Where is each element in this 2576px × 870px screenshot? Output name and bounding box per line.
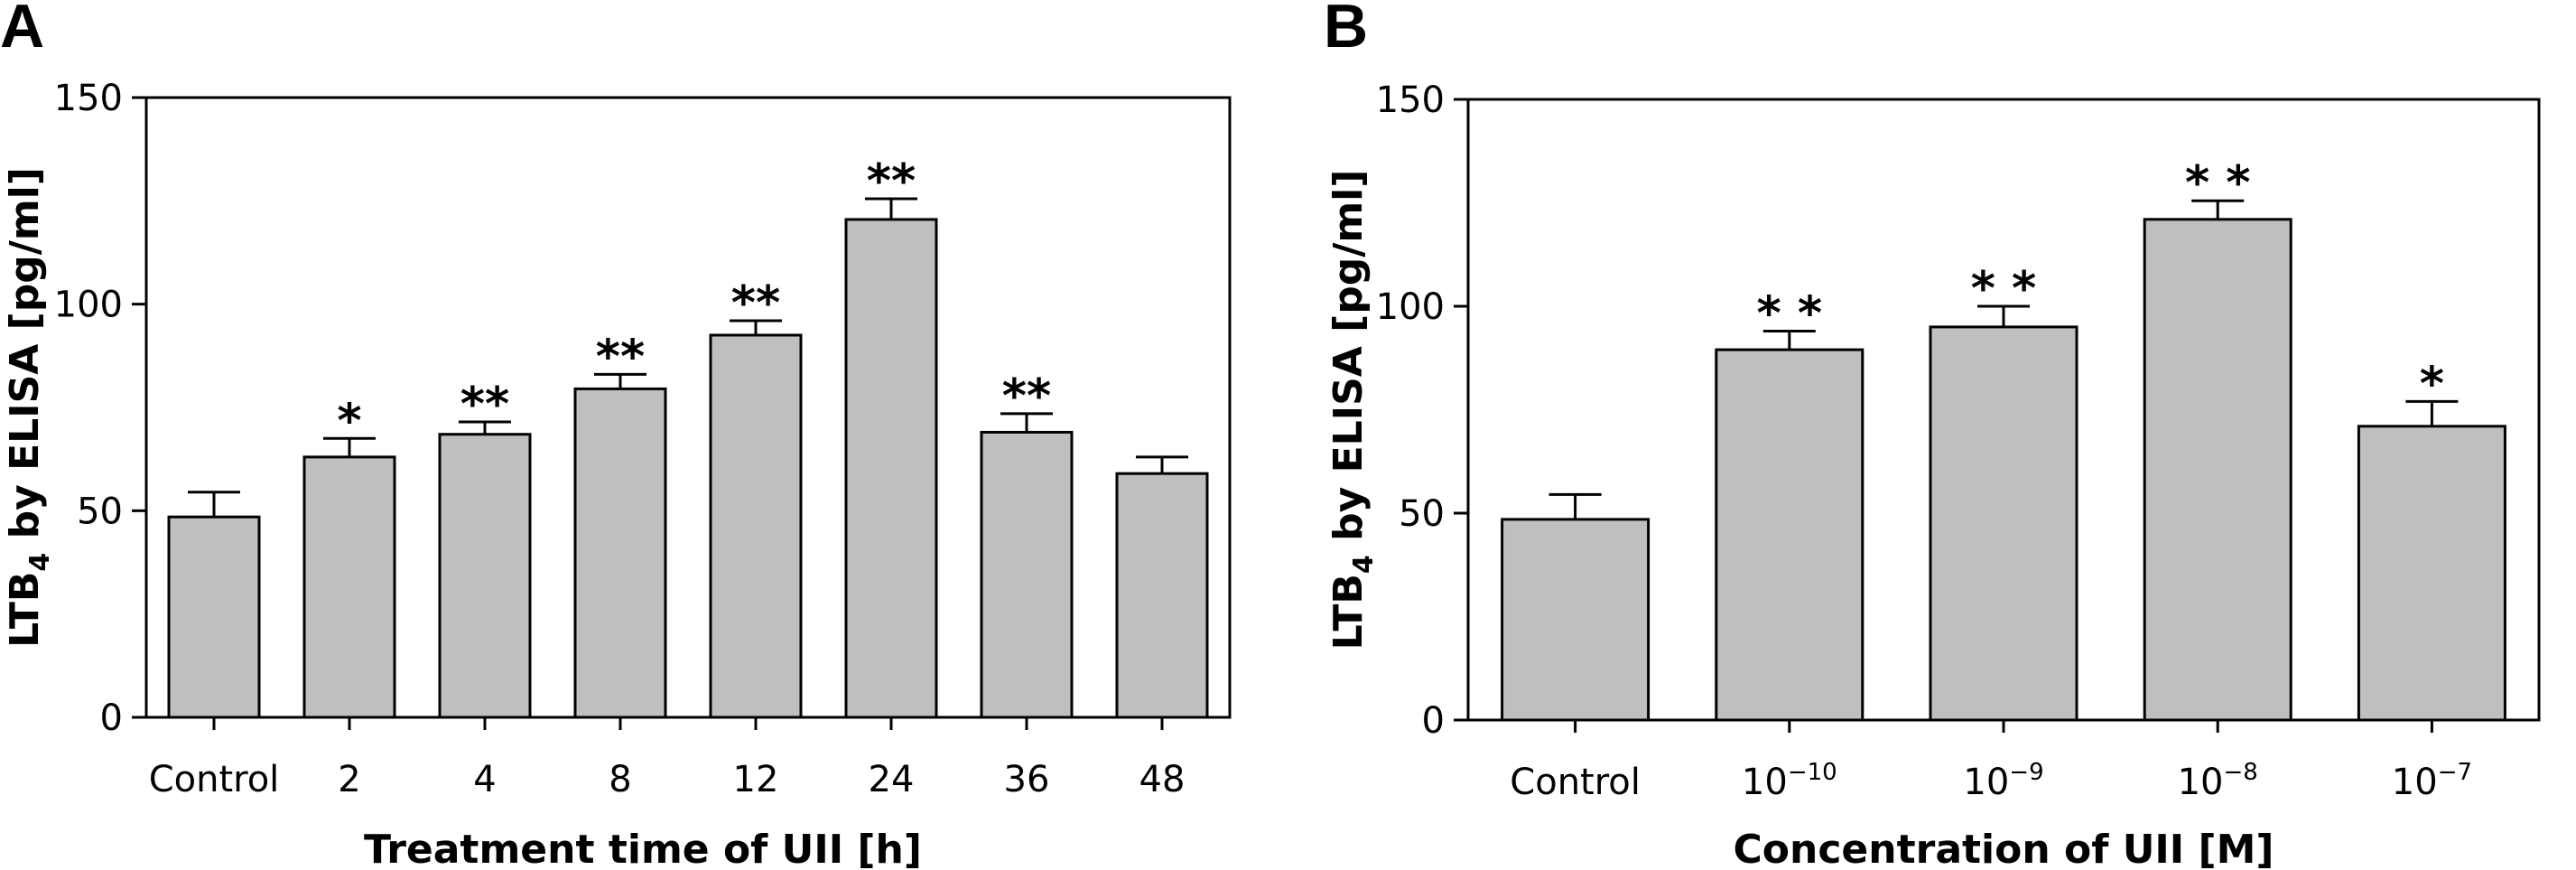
x-tick-label: 24 bbox=[869, 759, 915, 800]
y-tick-label: 0 bbox=[1422, 700, 1445, 742]
significance-marker: ** bbox=[867, 154, 916, 209]
y-axis-title-rest: by ELISA [pg/ml] bbox=[1325, 170, 1372, 556]
x-tick-exponent: −8 bbox=[2223, 759, 2257, 786]
y-axis-title-subscript: 4 bbox=[24, 553, 56, 572]
y-axis-title: LTB4 by ELISA [pg/ml] bbox=[2, 167, 56, 648]
y-axis-title-main: LTB bbox=[1325, 574, 1372, 650]
x-tick-base: 10 bbox=[1963, 762, 2009, 803]
x-tick-label: 10−10 bbox=[1742, 759, 1837, 803]
significance-marker: * * bbox=[1757, 286, 1823, 341]
x-tick-label: 10−9 bbox=[1963, 759, 2043, 803]
x-tick-label: 10−8 bbox=[2178, 759, 2258, 803]
bar bbox=[2357, 425, 2506, 722]
x-tick-label: 10−7 bbox=[2392, 759, 2472, 803]
bar bbox=[980, 430, 1074, 719]
bar bbox=[1929, 325, 2078, 722]
panel-a-letter: A bbox=[0, 0, 44, 61]
x-tick-base: 10 bbox=[1742, 762, 1788, 803]
y-tick-label: 150 bbox=[1376, 80, 1445, 121]
x-tick-base: Control bbox=[1510, 762, 1641, 803]
significance-marker: * * bbox=[1971, 262, 2037, 316]
significance-marker: * * bbox=[2185, 156, 2251, 210]
bar bbox=[438, 433, 532, 719]
x-tick-exponent: −7 bbox=[2438, 759, 2472, 786]
x-axis-title: Concentration of UII [M] bbox=[1734, 827, 2274, 870]
bar bbox=[302, 455, 396, 719]
x-tick-label: 2 bbox=[338, 759, 360, 800]
y-tick-label: 50 bbox=[77, 491, 123, 532]
bar bbox=[167, 515, 261, 719]
y-tick-label: 100 bbox=[1376, 286, 1445, 328]
x-tick-exponent: −9 bbox=[2009, 759, 2043, 786]
bar bbox=[2143, 218, 2292, 722]
bar bbox=[844, 218, 938, 719]
x-tick-label: 12 bbox=[733, 759, 779, 800]
bar bbox=[1715, 348, 1865, 722]
x-axis-title: Treatment time of UII [h] bbox=[364, 827, 922, 870]
x-tick-exponent: −10 bbox=[1788, 759, 1837, 786]
y-tick-label: 150 bbox=[54, 78, 123, 119]
y-axis-title-main: LTB bbox=[2, 572, 48, 648]
significance-marker: ** bbox=[596, 330, 645, 384]
panel-b-letter: B bbox=[1324, 0, 1368, 61]
x-tick-label: 4 bbox=[473, 759, 496, 800]
bar bbox=[1115, 472, 1209, 719]
significance-marker: ** bbox=[731, 276, 780, 331]
y-tick-label: 0 bbox=[100, 697, 123, 739]
significance-marker: ** bbox=[460, 378, 509, 432]
y-tick-label: 100 bbox=[54, 285, 123, 326]
y-axis-title-rest: by ELISA [pg/ml] bbox=[2, 167, 48, 553]
y-axis-title-subscript: 4 bbox=[1348, 555, 1380, 574]
panel-a-chart: A 0 50 100 150 Control * 2 ** 4 ** 8 ** 12 ** 24 ** 36 48… bbox=[0, 0, 1232, 870]
bar bbox=[709, 333, 803, 719]
plot-frame bbox=[144, 96, 1232, 719]
x-tick-label: Control bbox=[149, 759, 280, 800]
bar bbox=[573, 387, 667, 719]
y-axis-title: LTB4 by ELISA [pg/ml] bbox=[1325, 170, 1380, 650]
y-tick-label: 50 bbox=[1399, 493, 1445, 535]
significance-marker: ** bbox=[1002, 370, 1051, 424]
x-tick-label: 48 bbox=[1139, 759, 1186, 800]
bar bbox=[1501, 518, 1651, 722]
x-tick-base: 10 bbox=[2392, 762, 2438, 803]
x-tick-label: 36 bbox=[1004, 759, 1050, 800]
x-tick-label: Control bbox=[1510, 762, 1641, 803]
significance-marker: * bbox=[2420, 357, 2444, 411]
x-tick-base: 10 bbox=[2178, 762, 2224, 803]
significance-marker: * bbox=[337, 394, 361, 448]
x-tick-label: 8 bbox=[609, 759, 631, 800]
